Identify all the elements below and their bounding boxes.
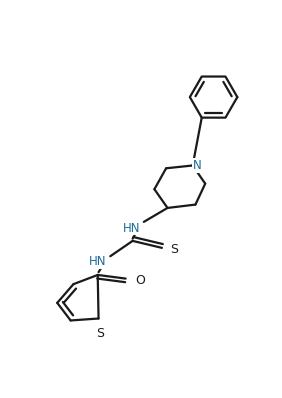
Text: HN: HN: [123, 222, 141, 235]
Text: O: O: [135, 274, 145, 287]
Text: N: N: [193, 159, 201, 172]
Text: S: S: [170, 243, 178, 256]
Text: HN: HN: [89, 256, 107, 268]
Text: S: S: [96, 327, 104, 340]
